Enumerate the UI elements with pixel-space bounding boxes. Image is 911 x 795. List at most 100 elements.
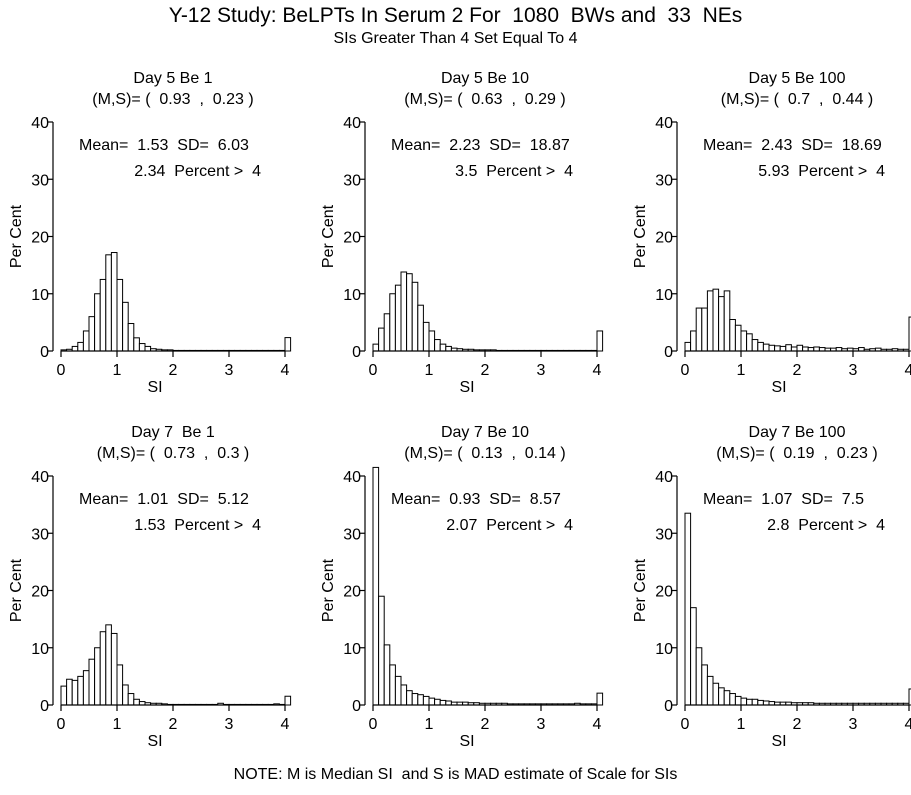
histogram-panel-5: Day 7 Be 10 (M,S)= ( 0.13 , 0.14 ) Mean= 0… bbox=[320, 424, 604, 750]
histogram-panel-6: Day 7 Be 100 (M,S)= ( 0.19 , 0.23 ) Mean= … bbox=[632, 424, 911, 750]
histogram-bar bbox=[411, 693, 419, 706]
x-tick-label: 0 bbox=[681, 362, 690, 379]
histogram-bar bbox=[133, 698, 140, 706]
histogram-bar bbox=[690, 607, 697, 706]
y-axis-label: Per Cent bbox=[8, 558, 25, 622]
histogram-bar bbox=[684, 512, 692, 706]
histogram-bar bbox=[734, 695, 742, 706]
histogram-bar bbox=[596, 330, 604, 352]
histogram-bar bbox=[400, 684, 408, 706]
y-tick-label: 30 bbox=[655, 526, 673, 543]
histogram-bar bbox=[88, 658, 96, 706]
histogram-bar bbox=[751, 339, 759, 352]
y-tick-label: 0 bbox=[664, 344, 673, 361]
histogram-bar bbox=[434, 698, 441, 706]
y-tick-label: 0 bbox=[352, 344, 361, 361]
histogram-bar bbox=[394, 284, 402, 352]
histogram-bar bbox=[695, 647, 703, 706]
histogram-bar bbox=[127, 323, 135, 352]
histogram-bar bbox=[751, 698, 759, 706]
y-tick-label: 0 bbox=[40, 344, 49, 361]
histogram-bar bbox=[138, 343, 146, 352]
x-tick-label: 2 bbox=[793, 716, 802, 733]
histogram-bar bbox=[439, 699, 447, 706]
histogram-bar bbox=[802, 346, 809, 352]
histogram-bar bbox=[284, 337, 292, 352]
x-tick-label: 4 bbox=[593, 716, 602, 733]
histogram-bar bbox=[757, 341, 764, 352]
x-tick-label: 1 bbox=[113, 716, 122, 733]
histogram-bar bbox=[422, 321, 430, 352]
y-tick-label: 10 bbox=[31, 287, 49, 304]
x-tick-label: 2 bbox=[481, 362, 490, 379]
histogram-bar bbox=[723, 690, 731, 706]
panel-stats-percent: 2.34 Percent > 4 bbox=[134, 163, 261, 180]
histogram-bar bbox=[378, 327, 385, 352]
panel-stats-percent: 2.07 Percent > 4 bbox=[446, 517, 573, 534]
histogram-bar bbox=[908, 316, 911, 352]
histogram-bar bbox=[122, 684, 129, 706]
y-tick-label: 30 bbox=[343, 172, 361, 189]
histogram-bar bbox=[734, 324, 742, 352]
histogram-bar bbox=[116, 664, 124, 706]
histogram-bar bbox=[127, 693, 135, 706]
y-tick-label: 30 bbox=[31, 526, 49, 543]
y-tick-label: 10 bbox=[343, 287, 361, 304]
histogram-bar bbox=[284, 695, 292, 706]
panel-title: Day 5 Be 1 bbox=[133, 70, 212, 87]
figure-note: NOTE: M is Median SI and S is MAD estima… bbox=[233, 766, 678, 783]
panel-stats-percent: 5.93 Percent > 4 bbox=[758, 163, 885, 180]
panel-title: Day 7 Be 10 bbox=[441, 424, 529, 441]
panel-median-scale: (M,S)= ( 0.7 , 0.44 ) bbox=[721, 91, 874, 108]
x-tick-label: 0 bbox=[57, 362, 66, 379]
histogram-bar bbox=[99, 631, 107, 706]
panel-stats-mean-sd: Mean= 2.23 SD= 18.87 bbox=[391, 137, 570, 154]
x-tick-label: 2 bbox=[169, 716, 178, 733]
histogram-bar bbox=[701, 307, 708, 352]
y-tick-label: 10 bbox=[655, 641, 673, 658]
histogram-bar bbox=[383, 644, 391, 706]
histogram-bar bbox=[144, 345, 152, 352]
histogram-bar bbox=[712, 288, 720, 352]
histogram-bar bbox=[445, 345, 452, 352]
histogram-bar bbox=[774, 345, 781, 352]
histogram-bar bbox=[695, 307, 703, 352]
histogram-bar bbox=[406, 690, 413, 706]
x-tick-label: 3 bbox=[537, 362, 546, 379]
histogram-bar bbox=[378, 595, 385, 706]
panel-median-scale: (M,S)= ( 0.93 , 0.23 ) bbox=[92, 91, 253, 108]
panel-title: Day 5 Be 10 bbox=[441, 70, 529, 87]
x-tick-label: 1 bbox=[425, 716, 434, 733]
y-axis-label: Per Cent bbox=[320, 558, 337, 622]
histogram-bar bbox=[88, 316, 96, 352]
y-tick-label: 0 bbox=[40, 698, 49, 715]
histogram-bar bbox=[105, 254, 112, 352]
histogram-bar bbox=[445, 700, 452, 706]
panel-stats-percent: 2.8 Percent > 4 bbox=[767, 517, 885, 534]
x-tick-label: 3 bbox=[849, 362, 858, 379]
x-tick-label: 4 bbox=[281, 362, 290, 379]
histogram-bar bbox=[372, 343, 380, 352]
x-tick-label: 1 bbox=[737, 716, 746, 733]
y-axis-label: Per Cent bbox=[8, 204, 25, 268]
histogram-bar bbox=[71, 679, 79, 706]
panel-title: Day 5 Be 100 bbox=[749, 70, 846, 87]
panel-stats-mean-sd: Mean= 1.01 SD= 5.12 bbox=[79, 491, 249, 508]
histogram-bar bbox=[133, 337, 140, 352]
histogram-bar bbox=[706, 290, 714, 352]
x-tick-label: 2 bbox=[793, 362, 802, 379]
panel-stats-mean-sd: Mean= 1.53 SD= 6.03 bbox=[79, 137, 249, 154]
histogram-bar bbox=[596, 692, 604, 706]
x-tick-label: 1 bbox=[737, 362, 746, 379]
histogram-bar bbox=[428, 330, 436, 352]
histogram-bar bbox=[757, 699, 764, 706]
histogram-bar bbox=[790, 346, 798, 352]
histogram-bar bbox=[389, 293, 396, 352]
histogram-bar bbox=[701, 664, 708, 706]
x-tick-label: 0 bbox=[369, 716, 378, 733]
histogram-bar bbox=[718, 296, 725, 352]
histogram-bar bbox=[434, 339, 441, 352]
histogram-bar bbox=[110, 632, 118, 706]
panel-median-scale: (M,S)= ( 0.73 , 0.3 ) bbox=[97, 445, 250, 462]
